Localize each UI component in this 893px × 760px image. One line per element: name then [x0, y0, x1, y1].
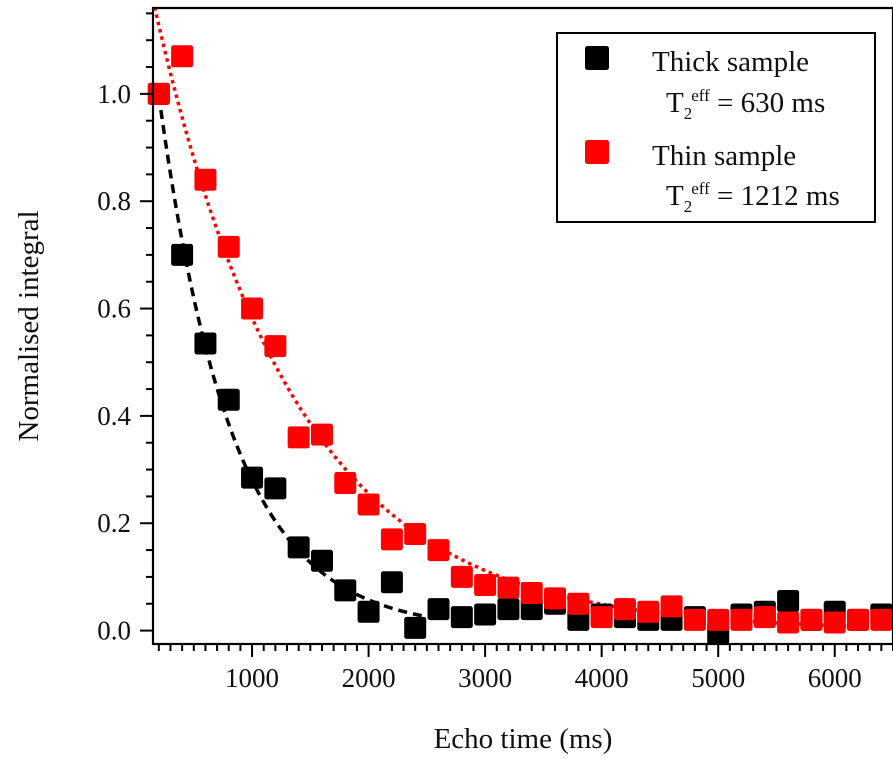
point-thick: [357, 600, 380, 623]
point-thin: [683, 608, 706, 631]
point-thin: [870, 608, 893, 631]
y-tick-label: 0.0: [97, 616, 131, 646]
point-thin: [427, 539, 450, 562]
legend-fit-thick-subscript: 2: [684, 104, 693, 123]
x-axis-title: Echo time (ms): [434, 723, 613, 755]
point-thick: [217, 388, 240, 411]
point-thin: [753, 606, 776, 629]
point-thick: [171, 243, 194, 266]
point-thin: [217, 235, 240, 258]
point-thin: [264, 335, 287, 358]
point-thin: [450, 565, 473, 588]
point-thick: [334, 579, 357, 602]
point-thick: [380, 571, 403, 594]
point-thick: [287, 536, 310, 559]
point-thick: [404, 616, 427, 639]
point-thin: [404, 522, 427, 545]
y-tick-label: 0.6: [97, 294, 131, 324]
x-tick-label: 6000: [808, 663, 862, 693]
x-tick-label: 3000: [458, 663, 512, 693]
point-thick: [264, 477, 287, 500]
point-thin: [613, 598, 636, 621]
legend-fit-thick: T2eff = 630 ms: [666, 86, 825, 123]
y-tick-label: 0.2: [97, 508, 131, 538]
point-thin: [194, 168, 217, 191]
x-tick-label: 1000: [225, 663, 279, 693]
x-tick-label: 5000: [691, 663, 745, 693]
point-thin: [590, 606, 613, 629]
plot-frame: [151, 6, 893, 646]
legend-fit-thin-subscript: 2: [684, 197, 693, 216]
point-thin: [800, 608, 823, 631]
point-thin: [310, 423, 333, 446]
legend-marker-thick: [585, 46, 609, 70]
legend-fit-thin-value: = 1212 ms: [710, 180, 840, 212]
legend-fit-thin-superscript: eff: [691, 179, 710, 198]
point-thin: [241, 297, 264, 320]
legend-label-thin: Thin sample: [652, 140, 796, 172]
point-thin: [520, 582, 543, 605]
point-thick: [450, 606, 473, 629]
point-thick: [497, 598, 520, 621]
y-tick-label: 1.0: [97, 79, 131, 109]
point-thin: [287, 426, 310, 449]
x-tick-label: 2000: [342, 663, 396, 693]
legend: Thick sample T2eff = 630 ms Thin sample …: [556, 32, 876, 223]
point-thin: [357, 493, 380, 516]
legend-fit-thin-symbol: T: [666, 180, 684, 212]
point-thick: [241, 466, 264, 489]
y-tick-label: 0.8: [97, 186, 131, 216]
y-axis-title: Normalised integral: [13, 210, 45, 441]
point-thin: [823, 611, 846, 634]
point-thick: [777, 590, 800, 613]
point-thin: [380, 528, 403, 551]
point-thin: [847, 608, 870, 631]
point-thin: [707, 608, 730, 631]
axis-tick-labels: 1000 2000 3000 4000 5000 6000 0.0 0.2 0.4 0.6 0.8 1…: [97, 79, 861, 693]
point-thin: [637, 600, 660, 623]
point-thick: [194, 332, 217, 355]
point-thin: [567, 592, 590, 615]
legend-fit-thick-symbol: T: [666, 87, 684, 119]
point-thin: [730, 608, 753, 631]
point-thin: [171, 45, 194, 68]
legend-fit-thick-superscript: eff: [691, 86, 710, 105]
point-thin: [474, 573, 497, 596]
legend-marker-thin: [585, 140, 609, 164]
data-points: [147, 45, 893, 645]
point-thick: [310, 549, 333, 572]
point-thick: [474, 603, 497, 626]
legend-fit-thick-value: = 630 ms: [710, 87, 825, 119]
point-thin: [777, 611, 800, 634]
point-thin: [497, 576, 520, 599]
axis-ticks: [140, 12, 893, 657]
legend-label-thick: Thick sample: [652, 46, 809, 78]
point-thick: [427, 598, 450, 621]
y-tick-label: 0.4: [97, 401, 131, 431]
point-thin: [334, 471, 357, 494]
point-thin: [660, 595, 683, 618]
point-thin: [544, 587, 567, 610]
legend-fit-thin: T2eff = 1212 ms: [666, 179, 840, 216]
legend-box: [556, 32, 876, 223]
x-tick-label: 4000: [575, 663, 629, 693]
